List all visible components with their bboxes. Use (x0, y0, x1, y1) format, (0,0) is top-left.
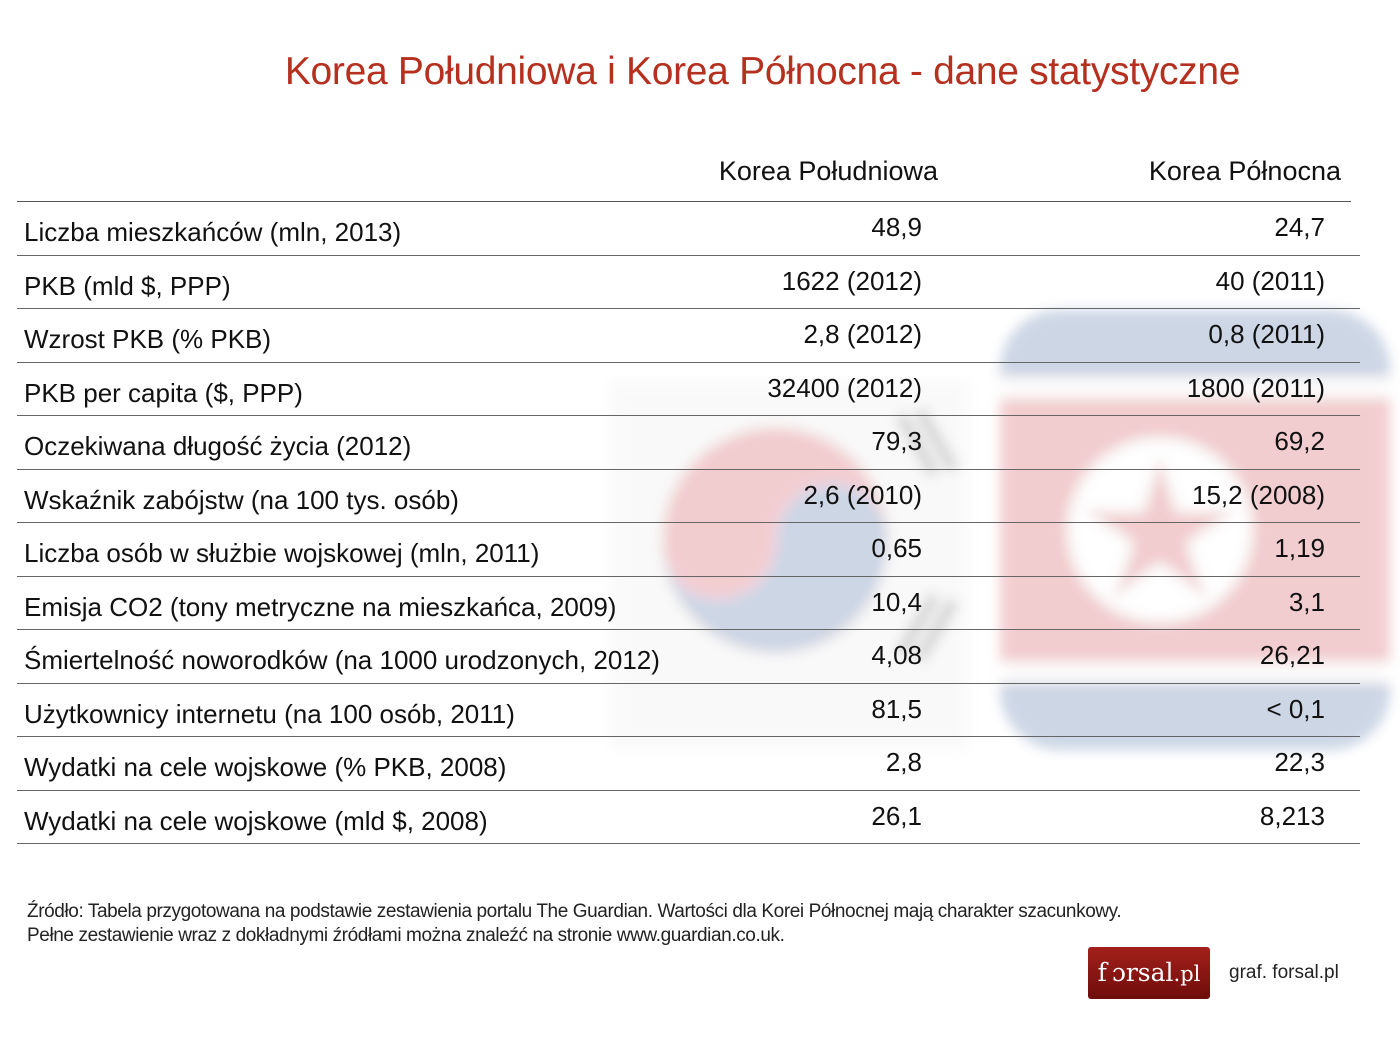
row-label: Emisja CO2 (tony metryczne na mieszkańca… (24, 591, 617, 622)
row-label: Śmiertelność noworodków (na 1000 urodzon… (24, 645, 660, 675)
north-korea-value: 15,2 (2008) (1192, 479, 1325, 510)
footnote-line-1: Źródło: Tabela przygotowana na podstawie… (27, 901, 1122, 922)
table-row: PKB (mld $, PPP) 1622 (2012) 40 (2011) (17, 256, 1360, 309)
table-row: Oczekiwana długość życia (2012) 79,3 69,… (17, 416, 1360, 470)
row-label: PKB (mld $, PPP) (24, 270, 231, 301)
header-south-korea: Korea Południowa (718, 156, 938, 186)
forsal-logo: f ɔrsal.pl (1088, 947, 1210, 999)
row-label: Użytkownicy internetu (na 100 osób, 2011… (24, 698, 515, 729)
north-korea-value: 8,213 (1259, 800, 1325, 831)
source-footnote: Źródło: Tabela przygotowana na podstawie… (27, 900, 1122, 948)
north-korea-value: 1800 (2011) (1186, 372, 1325, 403)
south-korea-value: 2,8 (885, 747, 922, 777)
row-label: Wydatki na cele wojskowe (mld $, 2008) (24, 805, 488, 836)
north-korea-value: < 0,1 (1266, 693, 1325, 724)
footnote-line-2: Pełne zestawienie wraz z dokładnymi źród… (27, 925, 785, 946)
north-korea-value: 3,1 (1288, 586, 1325, 617)
south-korea-value: 48,9 (871, 212, 922, 242)
page-title: Korea Południowa i Korea Północna - dane… (284, 50, 1241, 93)
south-korea-value: 0,65 (871, 533, 922, 563)
north-korea-value: 24,7 (1274, 212, 1325, 242)
north-korea-value: 1,19 (1274, 533, 1325, 563)
north-korea-value: 69,2 (1274, 426, 1325, 456)
row-label: Wskaźnik zabójstw (na 100 tys. osób) (24, 484, 459, 515)
table-row: Emisja CO2 (tony metryczne na mieszkańca… (17, 577, 1360, 630)
south-korea-value: 81,5 (871, 693, 922, 724)
north-korea-value: 0,8 (2011) (1208, 319, 1325, 349)
north-korea-value: 26,21 (1259, 640, 1325, 670)
table-row: PKB per capita ($, PPP) 32400 (2012) 180… (17, 363, 1360, 416)
south-korea-value: 2,6 (2010) (803, 479, 922, 510)
row-label: Wzrost PKB (% PKB) (24, 324, 272, 354)
south-korea-value: 2,8 (2012) (803, 319, 922, 349)
graphic-credit: graf. forsal.pl (1229, 962, 1339, 983)
table-row: Wydatki na cele wojskowe (mld $, 2008) 2… (17, 791, 1360, 844)
row-label: Liczba osób w służbie wojskowej (mln, 20… (24, 538, 540, 568)
table-row: Liczba osób w służbie wojskowej (mln, 20… (17, 523, 1360, 577)
table-row: Liczba mieszkańców (mln, 2013) 48,9 24,7 (17, 202, 1360, 256)
south-korea-value: 26,1 (871, 800, 922, 831)
table-row: Wskaźnik zabójstw (na 100 tys. osób) 2,6… (17, 470, 1360, 523)
table-row: Śmiertelność noworodków (na 1000 urodzon… (17, 630, 1360, 684)
row-label: PKB per capita ($, PPP) (24, 377, 303, 408)
north-korea-value: 40 (2011) (1215, 265, 1325, 296)
logo-text: f ɔrsal (1097, 958, 1174, 987)
header-north-korea: Korea Północna (1148, 156, 1341, 186)
south-korea-value: 1622 (2012) (781, 265, 922, 296)
table-row: Wzrost PKB (% PKB) 2,8 (2012) 0,8 (2011) (17, 309, 1360, 363)
table-row: Użytkownicy internetu (na 100 osób, 2011… (17, 684, 1360, 737)
row-label: Wydatki na cele wojskowe (% PKB, 2008) (24, 752, 507, 782)
south-korea-value: 10,4 (871, 586, 922, 617)
north-korea-value: 22,3 (1274, 747, 1325, 777)
logo-suffix: .pl (1173, 962, 1201, 986)
statistics-table: Korea Południowa Korea Północna Liczba m… (17, 150, 1360, 844)
south-korea-value: 4,08 (871, 640, 922, 670)
row-label: Liczba mieszkańców (mln, 2013) (24, 217, 402, 247)
table-row: Wydatki na cele wojskowe (% PKB, 2008) 2… (17, 737, 1360, 791)
south-korea-value: 32400 (2012) (767, 372, 922, 403)
south-korea-value: 79,3 (871, 426, 922, 456)
row-label: Oczekiwana długość życia (2012) (24, 431, 412, 461)
table-header: Korea Południowa Korea Północna (17, 150, 1351, 202)
